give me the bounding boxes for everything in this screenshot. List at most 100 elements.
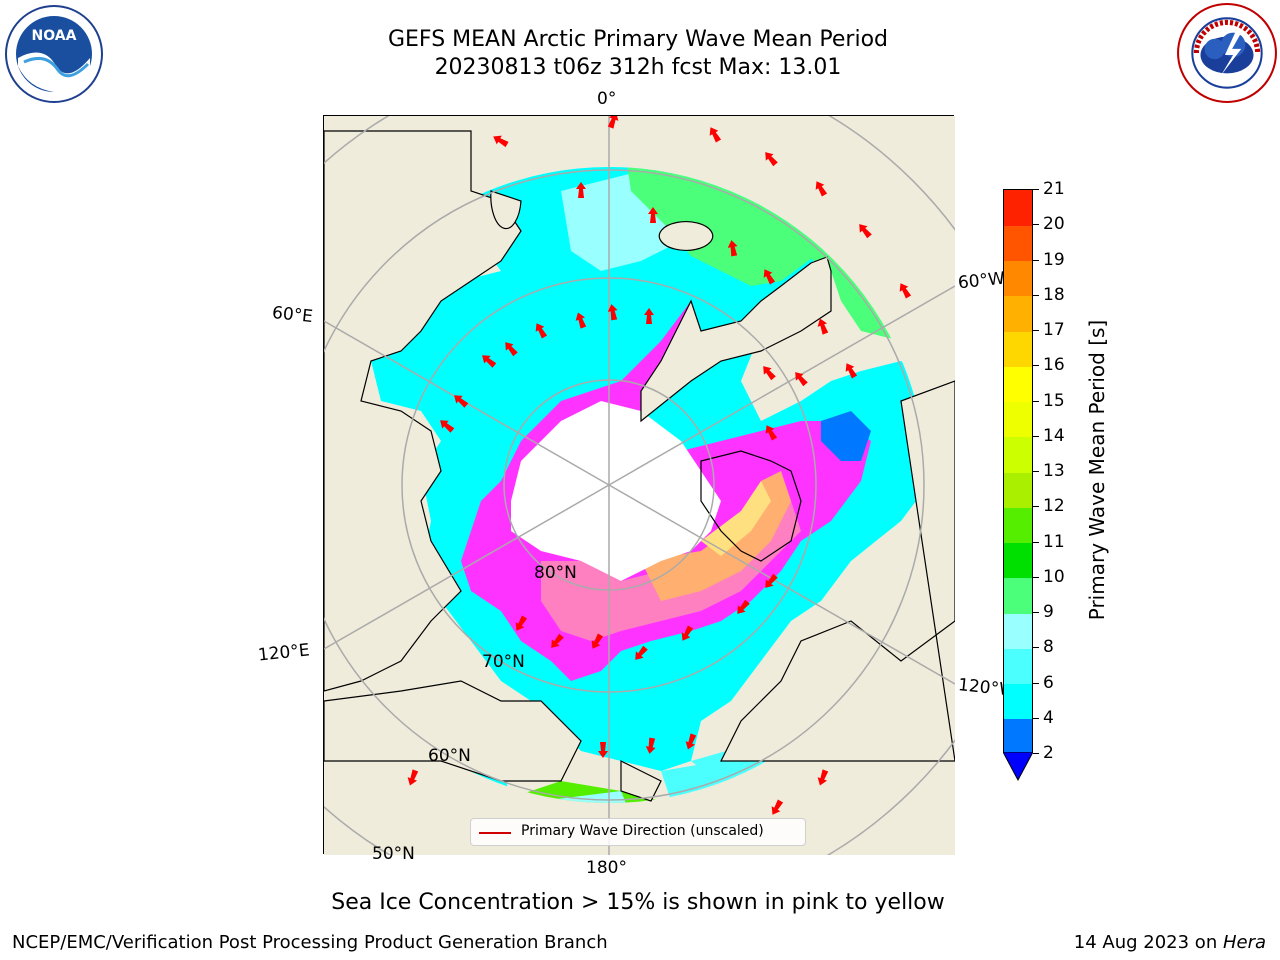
lon-label-60w: 60°W <box>957 268 1006 294</box>
colorbar-tick <box>1033 541 1039 543</box>
run-date-credit: 14 Aug 2023 on Hera <box>1074 932 1266 953</box>
map-panel <box>323 115 955 855</box>
wave-direction-arrow <box>607 304 618 321</box>
lon-label-120e: 120°E <box>257 640 311 666</box>
wave-direction-arrow <box>576 182 586 198</box>
colorbar-segment <box>1004 683 1032 720</box>
sea-ice-note: Sea Ice Concentration > 15% is shown in … <box>331 890 945 915</box>
colorbar <box>1003 189 1033 755</box>
wave-direction-arrow <box>645 737 656 754</box>
colorbar-tick-label: 4 <box>1043 707 1054 728</box>
wave-direction-arrow <box>765 425 778 441</box>
lon-label-60e: 60°E <box>271 302 314 328</box>
colorbar-tick-label: 16 <box>1043 355 1065 376</box>
colorbar-segment <box>1004 472 1032 508</box>
wave-direction-arrow <box>454 395 469 408</box>
colorbar-tick-label: 17 <box>1043 320 1065 340</box>
legend-label: Primary Wave Direction (unscaled) <box>521 823 764 839</box>
colorbar-segment <box>1004 295 1032 332</box>
wave-direction-arrow <box>607 116 619 129</box>
wave-direction-arrow <box>815 181 828 197</box>
colorbar-segment <box>1004 718 1032 755</box>
colorbar-tick <box>1033 294 1039 296</box>
wave-direction-arrows <box>407 116 912 815</box>
wave-direction-arrow <box>727 240 738 257</box>
colorbar-tick <box>1033 471 1039 472</box>
colorbar-tick <box>1033 506 1039 508</box>
colorbar-tick-label: 8 <box>1043 637 1054 658</box>
producer-credit: NCEP/EMC/Verification Post Processing Pr… <box>12 932 608 953</box>
colorbar-segment <box>1004 648 1032 684</box>
lat-label-70n: 70°N <box>482 652 525 672</box>
legend-line-swatch <box>479 832 511 834</box>
wave-direction-arrow <box>591 633 604 649</box>
wave-direction-arrow <box>817 318 829 335</box>
wave-direction-arrow <box>635 645 648 660</box>
colorbar-segment <box>1004 366 1032 402</box>
colorbar-extend-arrow <box>1003 752 1033 782</box>
colorbar-tick-label: 20 <box>1043 214 1065 235</box>
graticule <box>324 116 955 855</box>
colorbar-tick <box>1033 612 1039 613</box>
lat-label-80n: 80°N <box>534 563 577 583</box>
colorbar-tick-label: 2 <box>1043 743 1054 763</box>
run-date: 14 Aug 2023 on <box>1073 932 1223 953</box>
noaa-logo: NOAA <box>5 5 103 103</box>
wave-direction-arrow <box>765 152 778 167</box>
wave-direction-arrow <box>765 573 778 588</box>
wave-direction-arrow <box>482 355 497 368</box>
colorbar-segment <box>1004 577 1032 614</box>
colorbar-tick-label: 10 <box>1043 566 1065 587</box>
colorbar-segment <box>1004 507 1032 543</box>
colorbar-tick-label: 21 <box>1043 179 1065 199</box>
host-name: Hera <box>1222 932 1266 953</box>
wave-direction-arrow <box>771 799 784 815</box>
colorbar-tick <box>1033 259 1039 261</box>
wave-direction-arrow <box>763 269 776 285</box>
colorbar-segment <box>1004 542 1032 579</box>
wave-direction-arrow <box>505 342 518 357</box>
wave-direction-arrow <box>859 224 872 239</box>
lon-label-0: 0° <box>597 89 617 109</box>
wave-direction-arrow <box>551 633 564 648</box>
colorbar-tick-label: 14 <box>1043 425 1065 446</box>
map-legend: Primary Wave Direction (unscaled) <box>470 818 806 846</box>
colorbar-tick <box>1033 682 1039 684</box>
colorbar-segment <box>1004 613 1032 649</box>
colorbar-segment <box>1004 436 1032 473</box>
colorbar-tick <box>1033 576 1039 578</box>
lon-label-180: 180° <box>586 858 627 878</box>
polar-map <box>324 116 955 855</box>
map-title: GEFS MEAN Arctic Primary Wave Mean Perio… <box>387 27 888 52</box>
colorbar-tick-label: 11 <box>1043 531 1065 552</box>
colorbar-segment <box>1004 190 1032 226</box>
wave-direction-arrow <box>737 599 750 614</box>
colorbar-tick-label: 19 <box>1043 249 1065 270</box>
wave-direction-arrow <box>899 283 912 299</box>
colorbar-tick-label: 18 <box>1043 284 1065 305</box>
colorbar-tick-label: 13 <box>1043 461 1065 481</box>
colorbar-title: Primary Wave Mean Period [s] <box>1085 319 1109 621</box>
wave-direction-arrow <box>535 323 548 339</box>
wave-direction-arrow <box>407 769 419 786</box>
landmasses <box>324 130 955 802</box>
colorbar-segment <box>1004 225 1032 261</box>
wave-direction-arrow <box>763 366 776 381</box>
colorbar-tick <box>1033 330 1039 331</box>
colorbar-tick <box>1033 189 1039 190</box>
colorbar-tick-label: 6 <box>1043 672 1054 693</box>
colorbar-tick-label: 9 <box>1043 602 1054 622</box>
wave-direction-arrow <box>440 420 455 433</box>
wave-direction-arrow <box>681 625 694 641</box>
wave-direction-arrow <box>598 742 608 758</box>
nws-logo <box>1177 3 1277 103</box>
colorbar-tick <box>1033 753 1039 754</box>
lat-label-50n: 50°N <box>372 844 415 864</box>
colorbar-segment <box>1004 331 1032 367</box>
wave-direction-arrow <box>515 615 528 631</box>
wave-direction-arrow <box>493 135 509 148</box>
colorbar-tick <box>1033 400 1039 402</box>
colorbar-tick <box>1033 365 1039 367</box>
lat-label-60n: 60°N <box>428 746 471 766</box>
wave-direction-arrow <box>648 207 658 223</box>
